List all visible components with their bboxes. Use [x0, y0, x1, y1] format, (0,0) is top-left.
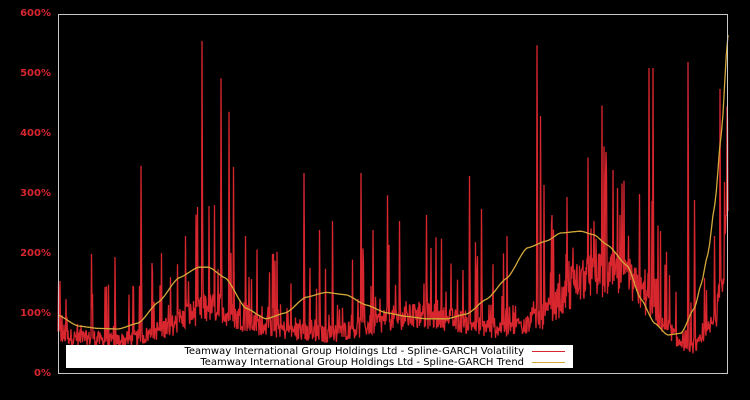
volatility-line — [57, 40, 729, 354]
y-tick-label: 0% — [34, 368, 51, 379]
y-tick-label: 500% — [20, 68, 51, 79]
legend-swatch-line-icon — [532, 351, 565, 352]
legend-swatch-line-icon — [532, 362, 565, 363]
legend-item-trend: Teamway International Group Holdings Ltd… — [200, 357, 565, 368]
y-tick-label: 300% — [20, 188, 51, 199]
y-tick-label: 200% — [20, 248, 51, 259]
volatility-series — [57, 40, 729, 354]
y-tick-label: 600% — [20, 8, 51, 19]
chart-legend: Teamway International Group Holdings Ltd… — [66, 345, 573, 368]
legend-item-volatility: Teamway International Group Holdings Ltd… — [184, 346, 565, 357]
trend-line — [57, 34, 729, 336]
plot-area-frame — [58, 14, 728, 374]
y-tick-label: 400% — [20, 128, 51, 139]
legend-label: Teamway International Group Holdings Ltd… — [184, 346, 524, 357]
legend-label: Teamway International Group Holdings Ltd… — [200, 357, 524, 368]
y-tick-label: 100% — [20, 308, 51, 319]
trend-series — [57, 34, 729, 336]
